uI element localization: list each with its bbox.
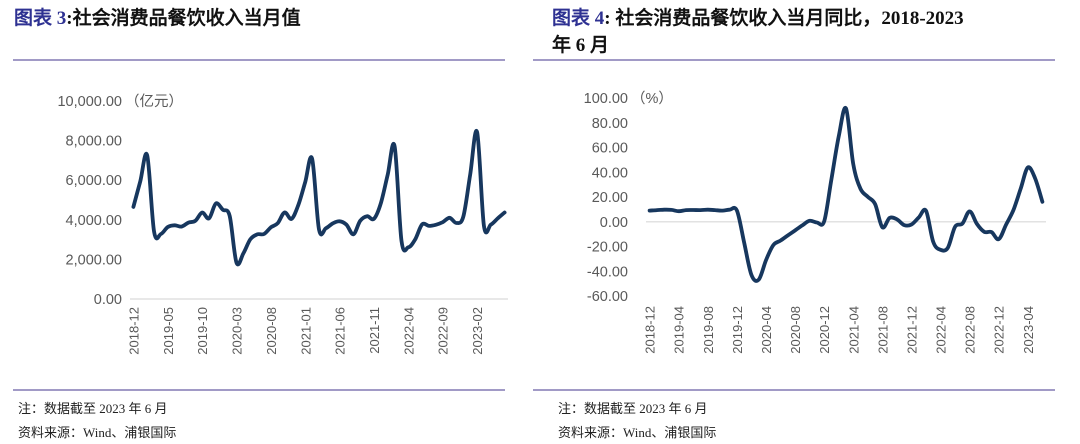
y-tick-label: -60.00 — [587, 289, 628, 305]
y-tick-label: 40.00 — [592, 165, 628, 181]
x-tick-label: 2023-02 — [470, 307, 485, 355]
x-tick-label: 2020-08 — [788, 306, 803, 354]
y-axis-unit-label: （%） — [631, 90, 673, 107]
y-tick-label: 0.00 — [94, 292, 122, 308]
x-tick-label: 2022-04 — [401, 307, 416, 355]
y-tick-label: 10,000.00 — [57, 94, 122, 110]
x-tick-label: 2019-10 — [195, 307, 210, 355]
y-tick-label: 4,000.00 — [66, 213, 122, 229]
x-tick-label: 2022-04 — [934, 306, 949, 354]
x-tick-label: 2018-12 — [643, 306, 658, 354]
chart4-note: 注：数据截至 2023 年 6 月 — [558, 401, 708, 416]
series-line — [647, 105, 1045, 283]
y-tick-label: 100.00 — [584, 91, 628, 107]
chart3-figure-number: 图表 3 — [14, 8, 67, 29]
x-tick-label: 2021-06 — [333, 307, 348, 355]
y-tick-label: -20.00 — [587, 240, 628, 256]
y-axis-unit-label: （亿元） — [125, 93, 183, 110]
y-tick-label: 0.00 — [600, 215, 628, 231]
y-tick-label: 6,000.00 — [66, 173, 122, 189]
x-tick-label: 2022-09 — [436, 307, 451, 355]
y-tick-label: 8,000.00 — [66, 134, 122, 150]
chart4-title-divider — [533, 59, 1055, 61]
chart3-line-chart: 10,000.00 8,000.00 6,000.00 4,000.00 2,000.0… — [57, 93, 508, 355]
x-tick-label: 2019-12 — [730, 306, 745, 354]
x-tick-label: 2019-08 — [701, 306, 716, 354]
series-line — [131, 129, 507, 267]
y-tick-label: 60.00 — [592, 141, 628, 157]
chart4-note-divider — [533, 389, 1055, 391]
y-tick-label: 80.00 — [592, 116, 628, 132]
chart4-title-text: : 社会消费品餐饮收入当月同比，2018-2023 年 6 月 — [552, 8, 964, 56]
x-tick-label: 2021-12 — [905, 306, 920, 354]
y-tick-label: 2,000.00 — [66, 252, 122, 268]
chart4-line-chart: 100.00 80.00 60.00 40.00 20.00 0.00 -20.00 -40.… — [584, 90, 1046, 354]
x-tick-label: 2022-12 — [992, 306, 1007, 354]
x-tick-label: 2022-08 — [963, 306, 978, 354]
chart3-title-divider — [13, 59, 505, 61]
chart3-panel: 图表 3:社会消费品餐饮收入当月值 10,000.00 8,000.00 6,000… — [13, 5, 519, 440]
chart3-source: 资料来源：Wind、浦银国际 — [18, 425, 177, 440]
y-tick-label: -40.00 — [587, 264, 628, 280]
chart4-figure-number: 图表 4 — [552, 8, 605, 29]
chart3-note-divider — [13, 389, 505, 391]
chart3-title-text: :社会消费品餐饮收入当月值 — [66, 8, 301, 29]
x-tick-label: 2020-04 — [759, 306, 774, 354]
x-tick-label: 2019-04 — [672, 306, 687, 354]
x-tick-label: 2018-12 — [126, 307, 141, 355]
x-tick-label: 2021-01 — [298, 307, 313, 355]
chart3-title: 图表 3:社会消费品餐饮收入当月值 — [14, 5, 519, 32]
chart4-source: 资料来源：Wind、浦银国际 — [558, 425, 717, 440]
x-tick-label: 2020-08 — [264, 307, 279, 355]
x-tick-label: 2020-03 — [230, 307, 245, 355]
x-tick-label: 2021-04 — [846, 306, 861, 354]
chart4-title: 图表 4: 社会消费品餐饮收入当月同比，2018-2023 年 6 月 — [552, 5, 984, 59]
x-tick-label: 2019-05 — [161, 307, 176, 355]
y-tick-label: 20.00 — [592, 190, 628, 206]
x-tick-label: 2023-04 — [1021, 306, 1036, 354]
x-tick-label: 2021-08 — [875, 306, 890, 354]
x-tick-label: 2020-12 — [817, 306, 832, 354]
x-tick-label: 2021-11 — [367, 307, 382, 354]
chart4-panel: 图表 4: 社会消费品餐饮收入当月同比，2018-2023 年 6 月 100.… — [533, 0, 1080, 444]
chart3-note: 注：数据截至 2023 年 6 月 — [18, 401, 168, 416]
